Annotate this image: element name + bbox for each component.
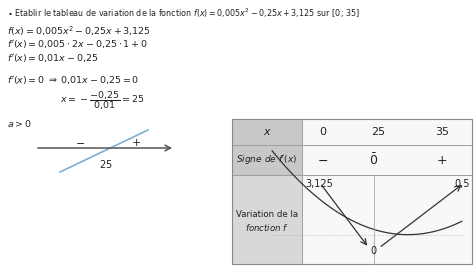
Bar [302,175,472,264]
Text: 25: 25 [371,127,385,137]
Text: $a > 0$: $a > 0$ [7,118,32,129]
Text: 0: 0 [319,127,327,137]
Bar [232,175,302,264]
Text: fonction $f$: fonction $f$ [245,222,289,233]
Text: $f'(x) = 0{,}005 \cdot 2x - 0{,}25 \cdot 1 + 0$: $f'(x) = 0{,}005 \cdot 2x - 0{,}25 \cdot… [7,38,148,50]
Text: $f'(x) = 0{,}01x - 0{,}25$: $f'(x) = 0{,}01x - 0{,}25$ [7,52,99,64]
Text: 0,5: 0,5 [455,179,470,189]
Bar [302,145,472,175]
Text: $f(x) = 0{,}005x^2 - 0{,}25x + 3{,}125$: $f(x) = 0{,}005x^2 - 0{,}25x + 3{,}125$ [7,24,151,38]
Bar [302,119,472,145]
Text: $+$: $+$ [437,153,447,167]
Text: Signe de $f'(x)$: Signe de $f'(x)$ [236,153,298,167]
Text: 35: 35 [435,127,449,137]
Text: $x$: $x$ [263,127,272,137]
Bar [232,119,302,145]
Bar [272,146,462,236]
Text: $x = -\dfrac{-0{,}25}{0{,}01} = 25$: $x = -\dfrac{-0{,}25}{0{,}01} = 25$ [60,89,145,112]
Text: $-$: $-$ [75,137,85,147]
Text: $-$: $-$ [318,153,328,167]
Text: $25$: $25$ [99,158,113,170]
Text: $\bar{0}$: $\bar{0}$ [369,152,378,168]
Text: $\bullet$ Etablir le tableau de variation de la fonction $f(x) = 0{,}005x^2 - 0{: $\bullet$ Etablir le tableau de variatio… [7,7,360,20]
Bar [232,119,472,264]
Text: $f'(x) = 0 \;\Rightarrow\; 0{,}01x - 0{,}25 = 0$: $f'(x) = 0 \;\Rightarrow\; 0{,}01x - 0{,… [7,74,139,86]
Text: 3,125: 3,125 [305,179,333,189]
Bar [232,145,302,175]
Text: $+$: $+$ [131,136,141,148]
Text: 0: 0 [371,246,377,256]
Text: Variation de la: Variation de la [236,210,298,219]
